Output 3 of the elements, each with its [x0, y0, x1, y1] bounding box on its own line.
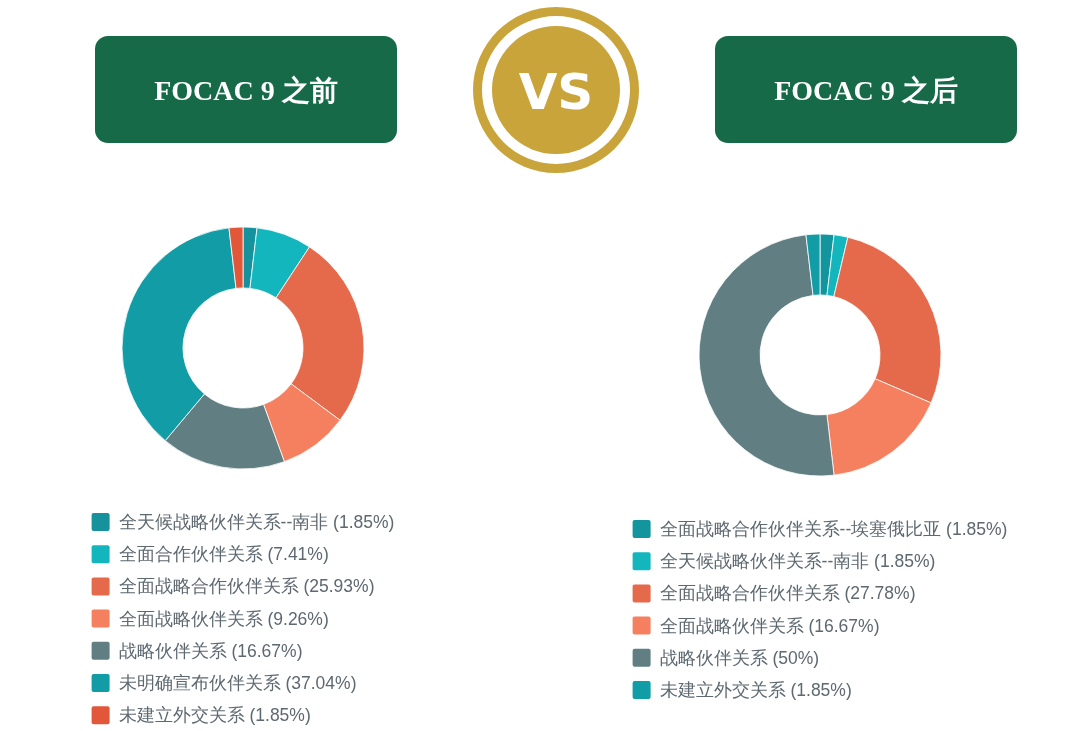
- title: VS: [518, 63, 594, 121]
- title: FOCAC 9 之前: [154, 74, 338, 106]
- title: FOCAC 9 之后: [774, 74, 958, 106]
